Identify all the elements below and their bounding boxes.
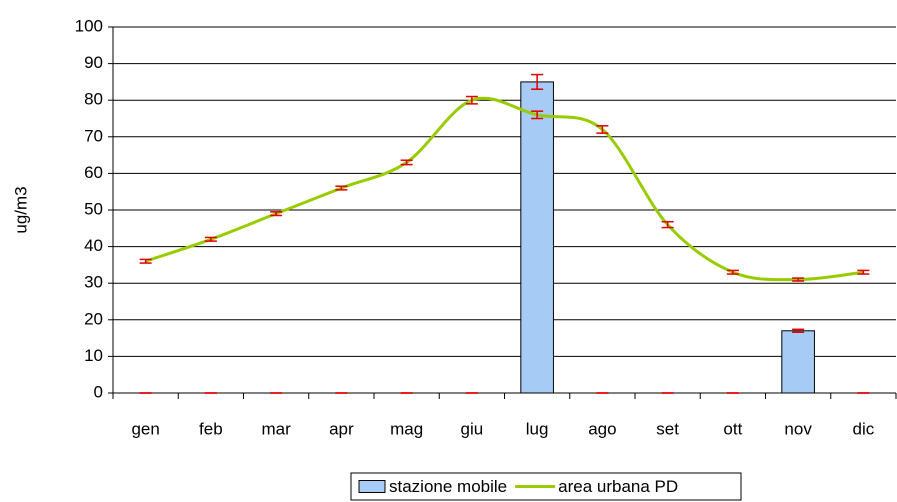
bar (520, 81, 554, 394)
x-tick-label: mag (390, 419, 423, 438)
x-tick-label: apr (329, 419, 354, 438)
error-bar (857, 269, 870, 275)
error-bar (531, 73, 544, 90)
legend-swatch (358, 480, 386, 493)
y-tick-label: 40 (84, 236, 103, 255)
error-bar (726, 269, 739, 275)
y-tick-label: 50 (84, 199, 103, 218)
y-tick-label: 80 (84, 90, 103, 109)
x-tick-label: set (656, 419, 679, 438)
y-tick-label: 100 (75, 16, 103, 35)
y-tick-label: 10 (84, 346, 103, 365)
x-tick-label: mar (261, 419, 291, 438)
x-tick-label: ott (723, 419, 742, 438)
error-bar (792, 328, 805, 333)
x-tick-label: feb (199, 419, 223, 438)
y-tick-label: 30 (84, 273, 103, 292)
error-bar (400, 159, 413, 166)
y-tick-label: 70 (84, 126, 103, 145)
error-bar (596, 125, 609, 134)
error-bar (661, 220, 674, 229)
error-bar (270, 211, 283, 217)
y-tick-label: 0 (94, 382, 103, 401)
y-tick-label: 20 (84, 309, 103, 328)
x-tick-label: gen (131, 419, 159, 438)
y-tick-label: 60 (84, 163, 103, 182)
error-bar (335, 185, 348, 191)
error-bar (531, 110, 544, 120)
y-axis-label: ug/m3 (11, 186, 30, 233)
x-tick-label: lug (526, 419, 549, 438)
bar (781, 330, 815, 394)
x-tick-label: dic (853, 419, 875, 438)
error-bar (465, 95, 478, 105)
error-bar (139, 258, 152, 264)
y-tick-label: 90 (84, 53, 103, 72)
error-bar (204, 236, 217, 242)
x-tick-label: ago (588, 419, 616, 438)
legend-label: area urbana PD (558, 477, 678, 496)
line (145, 96, 864, 282)
x-tick-label: nov (784, 419, 812, 438)
legend-label: stazione mobile (389, 477, 507, 496)
x-tick-label: giu (461, 419, 484, 438)
error-bar (792, 277, 805, 282)
